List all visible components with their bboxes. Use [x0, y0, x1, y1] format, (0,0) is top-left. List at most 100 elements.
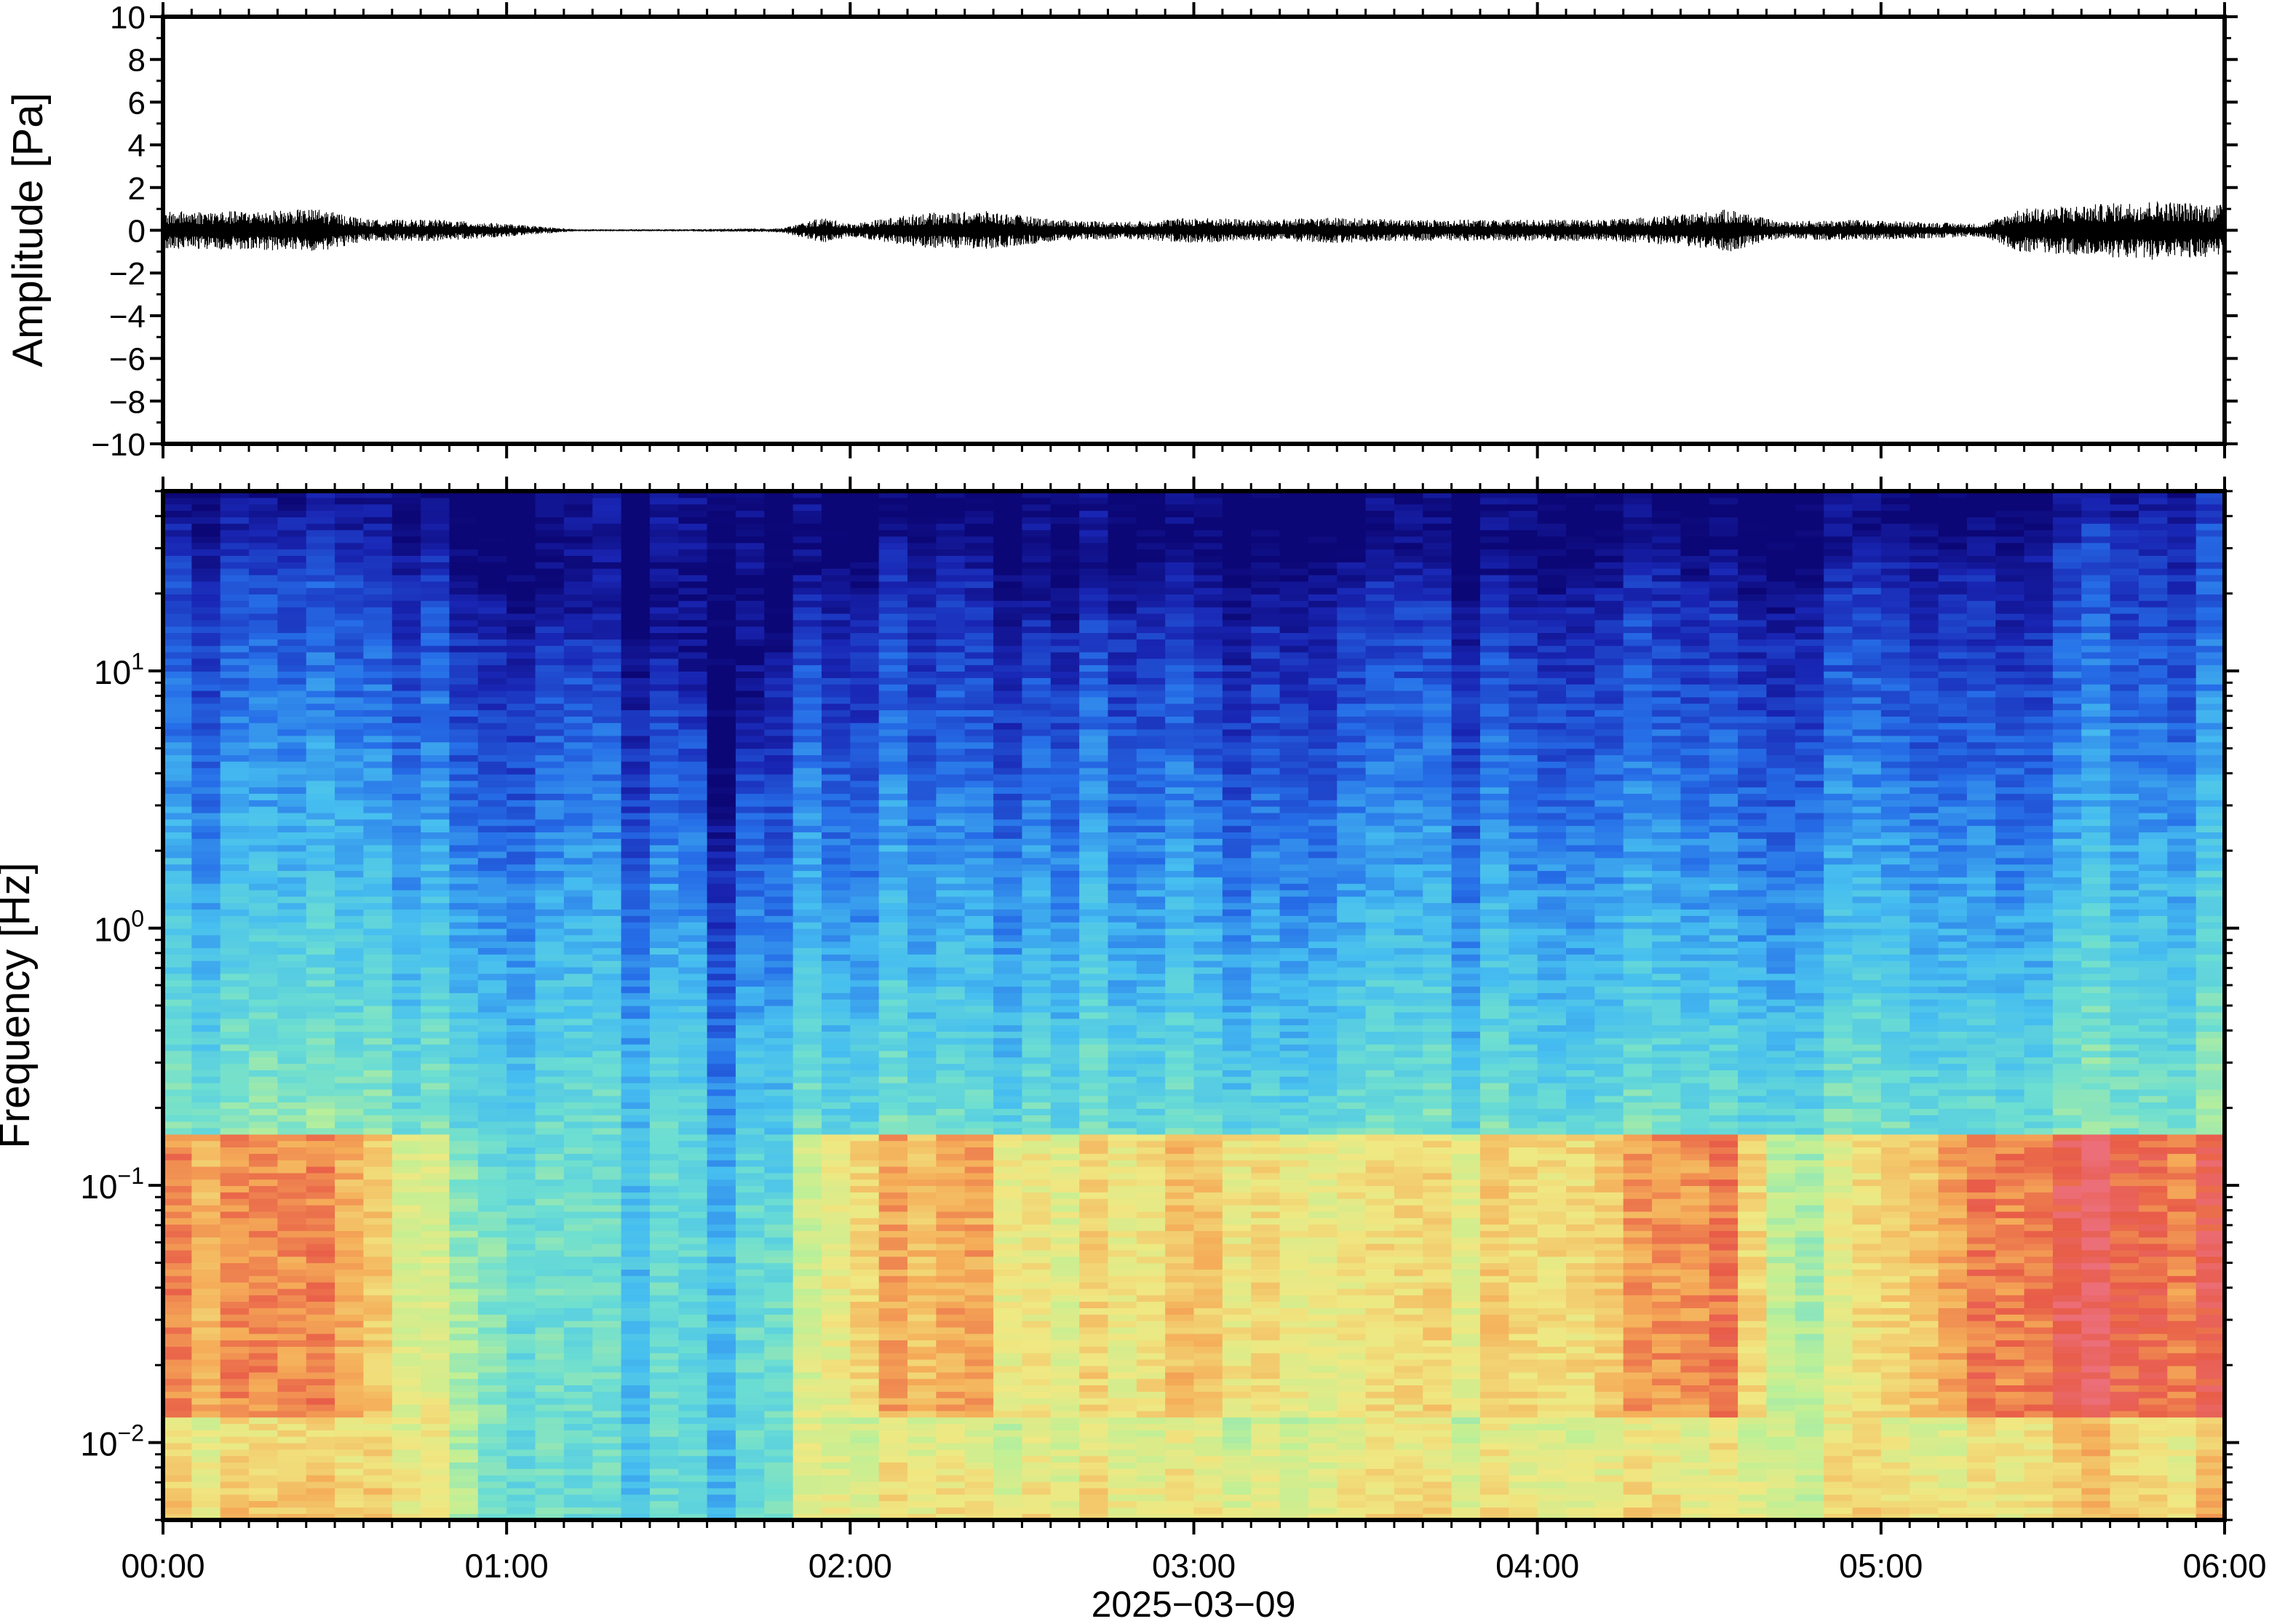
spectrogram-cell	[535, 851, 565, 859]
spectrogram-cell	[421, 542, 450, 550]
spectrogram-cell	[735, 607, 765, 614]
spectrogram-cell	[249, 1442, 278, 1450]
spectrogram-cell	[707, 690, 736, 698]
spectrogram-cell	[506, 1121, 536, 1129]
spectrogram-cell	[907, 1172, 937, 1180]
spectrogram-cell	[649, 613, 679, 621]
spectrogram-cell	[907, 587, 937, 594]
spectrogram-cell	[249, 870, 278, 877]
spectrogram-cell	[878, 1314, 908, 1321]
spectrogram-cell	[993, 1115, 1023, 1122]
spectrogram-cell	[936, 613, 966, 621]
spectrogram-cell	[850, 568, 880, 576]
spectrogram-cell	[249, 632, 278, 640]
spectrogram-cell	[649, 889, 679, 897]
spectrogram-cell	[678, 1011, 708, 1019]
spectrogram-cell	[592, 1513, 622, 1520]
spectrogram-cell	[621, 1455, 651, 1463]
spectrogram-cell	[792, 902, 822, 910]
spectrogram-cell	[535, 1070, 565, 1077]
spectrogram-cell	[392, 755, 421, 762]
spectrogram-cell	[764, 555, 794, 562]
spectrogram-cell	[277, 1282, 307, 1289]
spectrogram-cell	[649, 1513, 679, 1520]
spectrogram-cell	[563, 536, 593, 544]
spectrogram-cell	[392, 1038, 421, 1045]
spectrogram-cell	[707, 1230, 736, 1238]
spectrogram-cell	[678, 1243, 708, 1251]
spectrogram-cell	[363, 960, 393, 968]
spectrogram-cell	[621, 1378, 651, 1386]
spectrogram-cell	[764, 819, 794, 827]
spectrogram-cell	[477, 825, 507, 832]
spectrogram-cell	[392, 1346, 421, 1353]
spectrogram-cell	[649, 986, 679, 993]
spectrogram-cell	[592, 1423, 622, 1430]
spectrogram-cell	[964, 1430, 994, 1437]
spectrogram-cell	[964, 1269, 994, 1276]
spectrogram-cell	[649, 1127, 679, 1135]
spectrogram-cell	[792, 1204, 822, 1212]
spectrogram-cell	[163, 1095, 192, 1103]
spectrogram-cell	[335, 555, 365, 562]
spectrogram-cell	[592, 1011, 622, 1019]
spectrogram-cell	[392, 523, 421, 530]
spectrogram-cell	[563, 1513, 593, 1520]
spectrogram-cell	[993, 768, 1023, 775]
spectrogram-cell	[335, 1076, 365, 1083]
spectrogram-cell	[878, 542, 908, 550]
spectrogram-cell	[163, 999, 192, 1006]
spectrogram-cell	[191, 773, 221, 781]
spectrogram-cell	[563, 1044, 593, 1051]
spectrogram-cell	[277, 1262, 307, 1270]
spectrogram-cell	[563, 845, 593, 852]
spectrogram-cell	[592, 1056, 622, 1064]
spectrogram-cell	[792, 1115, 822, 1122]
spectrogram-cell	[191, 517, 221, 524]
spectrogram-cell	[964, 1204, 994, 1212]
spectrogram-cell	[964, 845, 994, 852]
spectrogram-cell	[649, 1430, 679, 1437]
spectrogram-cell	[850, 1147, 880, 1154]
spectrogram-cell	[220, 1475, 250, 1482]
spectrogram-cell	[764, 1513, 794, 1520]
spectrogram-cell	[821, 1353, 851, 1360]
spectrogram-cell	[249, 780, 278, 788]
spectrogram-cell	[592, 1321, 622, 1328]
spectrogram-cell	[563, 1038, 593, 1045]
spectrogram-cell	[821, 806, 851, 813]
spectrogram-cell	[678, 696, 708, 704]
spectrogram-cell	[363, 1269, 393, 1276]
spectrogram-cell	[421, 684, 450, 691]
spectrogram-cell	[249, 1031, 278, 1038]
spectrogram-cell	[363, 1333, 393, 1341]
spectrogram-cell	[421, 1127, 450, 1135]
spectrogram-cell	[421, 658, 450, 666]
spectrogram-cell	[421, 1095, 450, 1103]
spectrogram-cell	[563, 1288, 593, 1296]
spectrogram-cell	[535, 735, 565, 743]
spectrogram-cell	[907, 1442, 937, 1450]
spectrogram-cell	[792, 1359, 822, 1366]
spectrogram-cell	[535, 562, 565, 569]
spectrogram-cell	[191, 1006, 221, 1013]
spectrogram-cell	[907, 503, 937, 512]
spectrogram-cell	[535, 1417, 565, 1425]
spectrogram-cell	[535, 568, 565, 576]
spectrogram-cell	[220, 902, 250, 910]
spectrogram-cell	[707, 542, 736, 550]
spectrogram-cell	[964, 768, 994, 775]
spectrogram-cell	[306, 806, 335, 813]
spectrogram-cell	[163, 973, 192, 981]
spectrogram-cell	[964, 819, 994, 827]
spectrogram-cell	[735, 491, 765, 498]
spectrogram-cell	[421, 523, 450, 530]
spectrogram-cell	[421, 1436, 450, 1444]
spectrogram-cell	[506, 941, 536, 949]
spectrogram-cell	[649, 928, 679, 936]
spectrogram-cell	[707, 1301, 736, 1308]
spectrogram-cell	[220, 1282, 250, 1289]
spectrogram-cell	[649, 1294, 679, 1302]
spectrogram-cell	[392, 838, 421, 845]
spectrogram-cell	[707, 1288, 736, 1296]
